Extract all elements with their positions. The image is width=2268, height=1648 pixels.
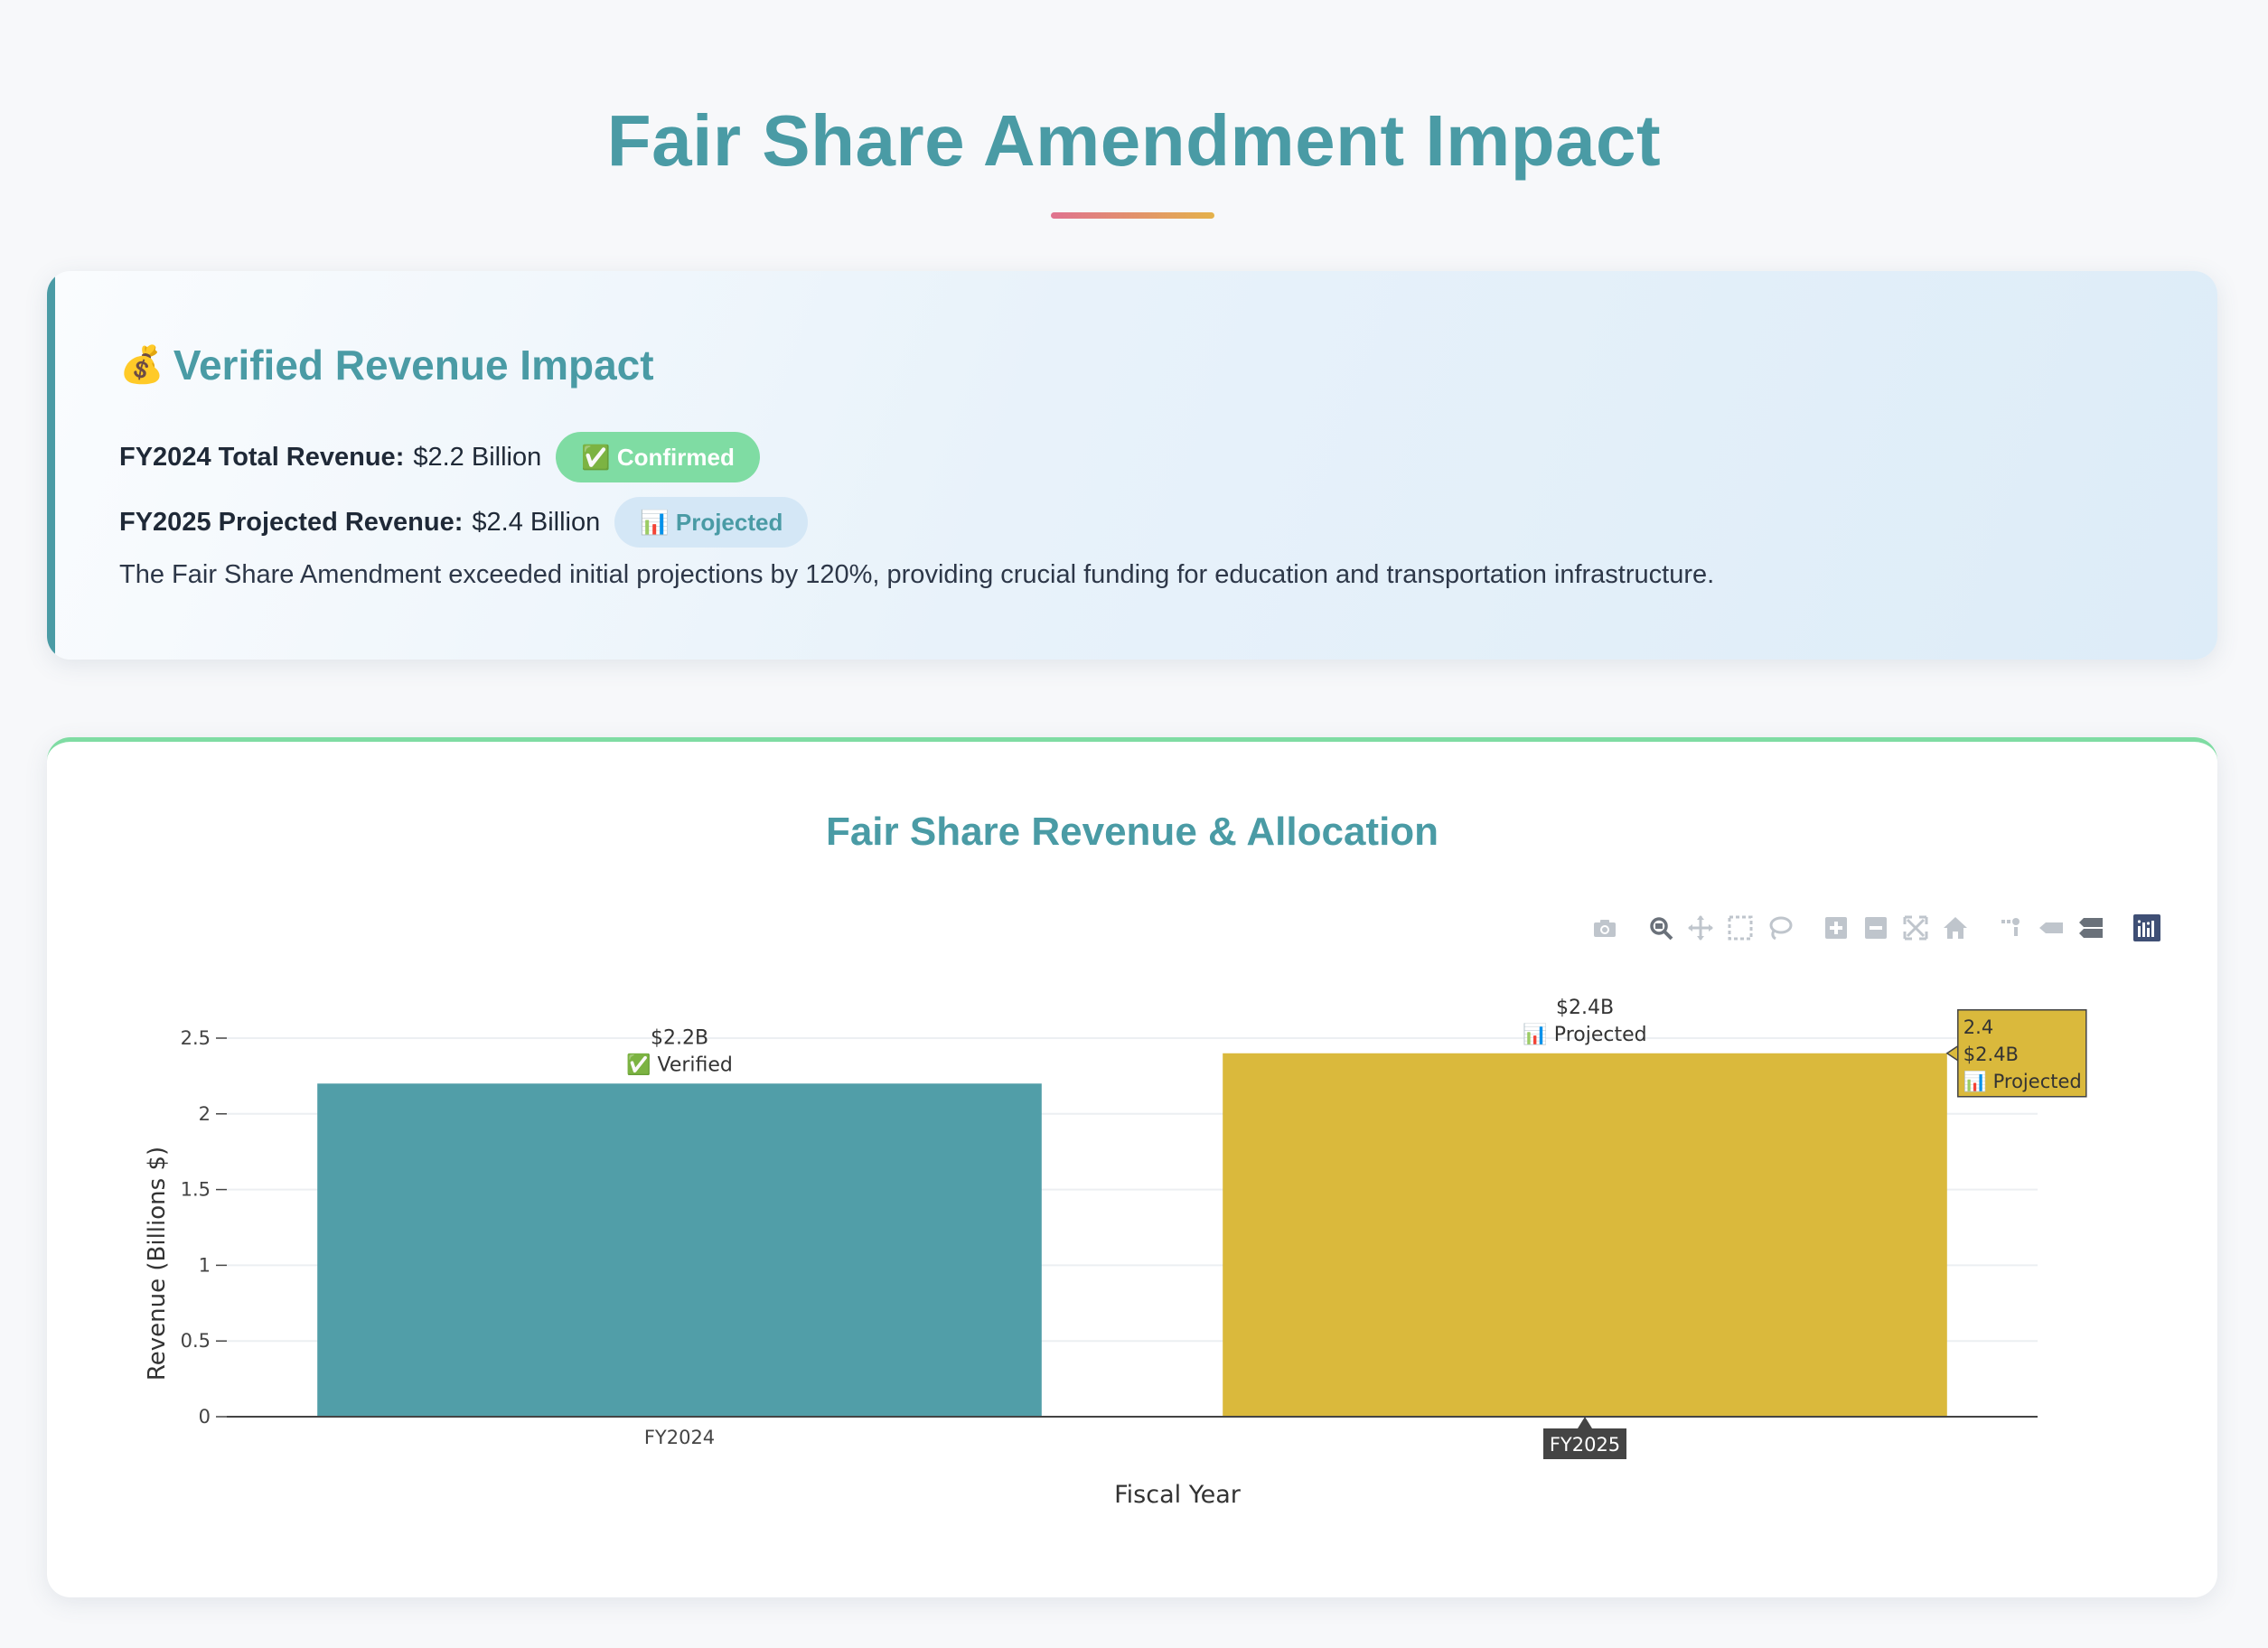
bars [317,1053,1947,1417]
hover-closest-icon[interactable] [2035,912,2067,944]
axis-hover-label: FY2025 [1550,1434,1620,1456]
hover-tooltip: 2.4 $2.4B 📊 Projected FY2025 [1543,1009,2087,1459]
lasso-icon[interactable] [1764,912,1796,944]
chart-modebar [1581,910,2163,946]
plotly-logo-icon[interactable] [2131,912,2163,944]
fy2025-label: FY2025 Projected Revenue: [119,508,464,537]
hover-line: 📊 Projected [1963,1070,2082,1092]
hover-line: 2.4 [1963,1016,1993,1038]
hover-compare-icon[interactable] [2075,912,2107,944]
reset-axes-icon[interactable] [1939,912,1972,944]
money-bag-icon: 💰 [119,345,164,385]
y-axis-title: Revenue (Billions $) [144,1147,171,1381]
fy2024-revenue-row: FY2024 Total Revenue: $2.2 Billion ✅ Con… [119,432,760,482]
impact-description: The Fair Share Amendment exceeded initia… [119,560,1715,589]
title-underline [1051,212,1214,219]
fy2025-revenue-row: FY2025 Projected Revenue: $2.4 Billion 📊… [119,497,809,548]
autoscale-icon[interactable] [1899,912,1932,944]
bar-fy2025[interactable] [1223,1053,1947,1417]
projected-badge: 📊 Projected [614,497,809,548]
zoom-out-icon[interactable] [1860,912,1892,944]
chart-title: Fair Share Revenue & Allocation [825,810,1439,854]
y-tick-label: 1 [199,1254,211,1276]
box-select-icon[interactable] [1724,912,1757,944]
bar-data-label: $2.2B [651,1026,708,1049]
hover-box [1957,1009,2087,1098]
y-tick-label: 1.5 [181,1179,211,1201]
bar-data-label: $2.4B [1556,997,1614,1019]
bar-data-label: 📊 Projected [1523,1023,1646,1046]
y-tick-label: 2 [199,1103,211,1125]
spike-lines-icon[interactable] [1995,912,2028,944]
bar-data-label: ✅ Verified [626,1053,733,1076]
y-tick-label: 0 [199,1406,211,1428]
hover-line: $2.4B [1963,1044,2019,1065]
page-title: Fair Share Amendment Impact [606,100,1662,181]
hover-pointer [1945,1044,1959,1063]
bar-labels: $2.2B ✅ Verified $2.4B 📊 Projected [626,997,1646,1077]
revenue-bar-chart: 0 0.5 1 1.5 2 2.5 FY2024 FY2025 Fiscal Year Reven… [144,997,2087,1509]
chart-card: Fair Share Revenue & Allocation [47,737,2217,1597]
revenue-impact-heading: 💰 Verified Revenue Impact [119,338,654,392]
x-tick-label: FY2024 [644,1427,715,1448]
zoom-icon[interactable] [1645,912,1677,944]
fy2025-value: $2.4 Billion [472,508,601,537]
fy2024-label: FY2024 Total Revenue: [119,443,405,472]
confirmed-badge: ✅ Confirmed [556,432,760,482]
camera-icon[interactable] [1589,912,1621,944]
pan-icon[interactable] [1684,912,1717,944]
revenue-impact-card: 💰 Verified Revenue Impact FY2024 Total R… [47,271,2217,660]
revenue-impact-heading-text: Verified Revenue Impact [173,342,654,389]
fy2024-value: $2.2 Billion [413,443,542,472]
axis-hover-box [1543,1428,1626,1459]
bar-fy2024[interactable] [317,1083,1042,1417]
y-tick-label: 0.5 [181,1330,211,1352]
zoom-in-icon[interactable] [1820,912,1852,944]
y-tick-label: 2.5 [181,1027,211,1049]
axis-hover-pointer [1578,1417,1592,1428]
x-axis-title: Fiscal Year [1114,1481,1242,1509]
